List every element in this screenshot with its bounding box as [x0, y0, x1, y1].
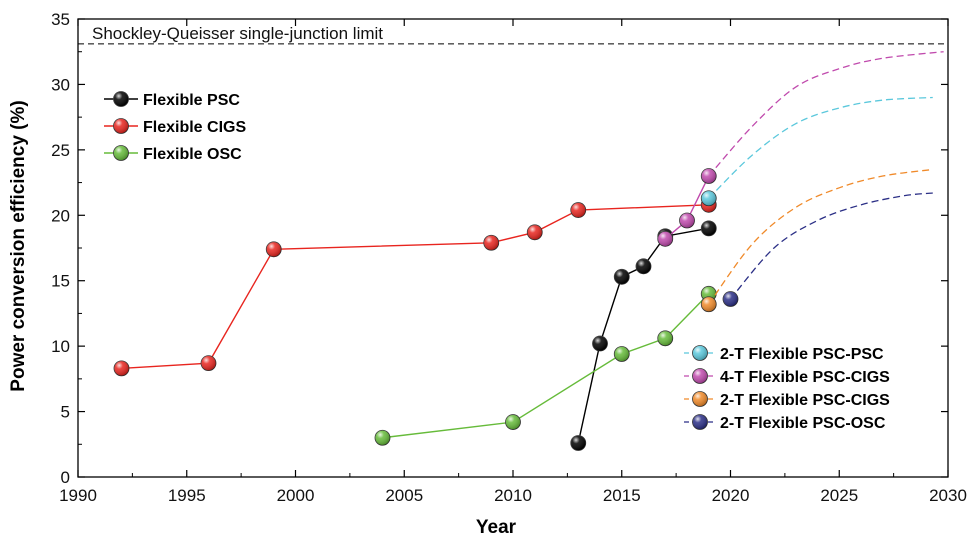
x-tick-label: 2030	[929, 486, 967, 505]
legend-marker	[113, 118, 129, 134]
x-axis-title: Year	[476, 517, 517, 538]
data-point-flexible-psc	[635, 258, 652, 275]
x-tick-label: 2010	[494, 486, 532, 505]
data-point-flexible-psc	[613, 268, 630, 285]
legend-entry: 4-T Flexible PSC-CIGS	[684, 368, 890, 386]
y-tick-label: 5	[61, 403, 70, 422]
legend-label: 2-T Flexible PSC-OSC	[720, 415, 886, 432]
series-line-flexible-cigs	[121, 204, 709, 370]
data-point-flexible-cigs	[570, 202, 587, 218]
data-point-flexible-osc	[374, 429, 391, 446]
x-tick-label: 1990	[59, 486, 97, 505]
legend-marker	[692, 368, 708, 384]
legend-label: Flexible PSC	[143, 92, 240, 109]
series-4-t-flexible-psc-cigs	[657, 51, 944, 247]
legend-entry: 2-T Flexible PSC-OSC	[684, 414, 886, 432]
x-tick-label: 2020	[712, 486, 750, 505]
series-line-flexible-osc	[382, 293, 710, 439]
legend-entry: 2-T Flexible PSC-CIGS	[684, 391, 890, 409]
data-point-flexible-psc	[700, 220, 717, 237]
legend-entry: Flexible CIGS	[104, 118, 246, 136]
x-tick-label: 2025	[820, 486, 858, 505]
x-tick-label: 1995	[168, 486, 206, 505]
legend-label: 2-T Flexible PSC-PSC	[720, 346, 884, 363]
projection-line-2-t-flexible-psc-psc	[708, 96, 933, 199]
legend-marker	[113, 145, 129, 161]
data-point-flexible-osc	[657, 330, 674, 347]
y-tick-label: 0	[61, 468, 70, 487]
series-flexible-cigs	[113, 196, 717, 377]
data-point-flexible-cigs	[526, 224, 543, 241]
legend-marker	[692, 414, 708, 430]
y-tick-label: 10	[51, 337, 70, 356]
series-flexible-psc	[570, 220, 717, 451]
data-point-4-t-flexible-psc-cigs	[657, 230, 674, 247]
data-point-flexible-cigs	[265, 241, 282, 258]
projection-line-4-t-flexible-psc-cigs	[708, 51, 944, 177]
legend-marker	[113, 91, 129, 107]
y-tick-label: 30	[51, 75, 70, 94]
y-tick-label: 15	[51, 272, 70, 291]
legend-entry: 2-T Flexible PSC-PSC	[684, 345, 884, 363]
y-tick-label: 25	[51, 141, 70, 160]
x-tick-label: 2015	[603, 486, 641, 505]
data-point-flexible-psc	[570, 435, 587, 451]
data-point-flexible-cigs	[113, 360, 130, 377]
legend-marker	[692, 391, 708, 407]
series-flexible-osc	[374, 285, 717, 446]
x-tick-label: 2005	[385, 486, 423, 505]
legend-entry: Flexible PSC	[104, 91, 240, 109]
data-point-2-t-flexible-psc-osc	[722, 291, 739, 307]
projection-line-2-t-flexible-psc-osc	[730, 192, 933, 300]
x-tick-label: 2000	[277, 486, 315, 505]
legend-label: 4-T Flexible PSC-CIGS	[720, 369, 890, 386]
data-point-flexible-osc	[613, 346, 630, 362]
y-tick-label: 20	[51, 206, 70, 225]
data-point-2-t-flexible-psc-cigs	[700, 296, 717, 313]
data-point-2-t-flexible-psc-psc	[700, 190, 717, 207]
legend-label: Flexible OSC	[143, 146, 242, 163]
series-2-t-flexible-psc-osc	[722, 192, 933, 307]
data-point-flexible-cigs	[483, 234, 500, 251]
legend-label: 2-T Flexible PSC-CIGS	[720, 392, 890, 409]
y-axis-title: Power conversion efficiency (%)	[8, 100, 29, 391]
legend-marker	[692, 345, 708, 361]
limit-label: Shockley-Queisser single-junction limit	[92, 24, 383, 43]
data-point-flexible-cigs	[200, 355, 217, 372]
series-2-t-flexible-psc-cigs	[700, 168, 933, 313]
series-2-t-flexible-psc-psc	[700, 96, 933, 207]
data-point-4-t-flexible-psc-cigs	[700, 168, 717, 184]
data-point-flexible-osc	[505, 414, 521, 430]
data-point-4-t-flexible-psc-cigs	[679, 212, 695, 229]
legend-label: Flexible CIGS	[143, 119, 246, 136]
projection-line-2-t-flexible-psc-cigs	[708, 168, 933, 305]
data-point-flexible-psc	[592, 335, 608, 352]
y-tick-label: 35	[51, 10, 70, 29]
legend-entry: Flexible OSC	[104, 145, 242, 163]
